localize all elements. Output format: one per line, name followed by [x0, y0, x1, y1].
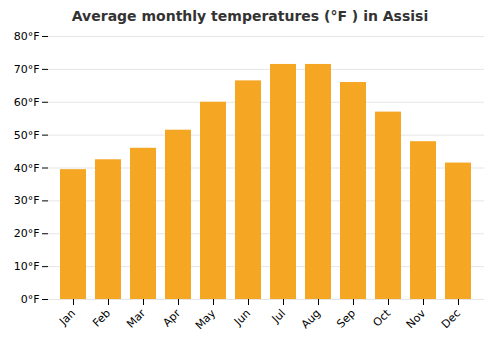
svg-text:Apr: Apr	[160, 306, 183, 329]
svg-text:10°F: 10°F	[14, 260, 40, 273]
svg-text:Oct: Oct	[370, 306, 393, 329]
svg-text:Jul: Jul	[269, 307, 288, 326]
svg-text:50°F: 50°F	[14, 129, 40, 142]
svg-text:Sep: Sep	[334, 307, 358, 331]
svg-text:Mar: Mar	[124, 306, 148, 330]
svg-text:May: May	[193, 306, 219, 332]
svg-text:40°F: 40°F	[14, 162, 40, 175]
svg-text:Feb: Feb	[90, 307, 113, 330]
svg-text:80°F: 80°F	[14, 30, 40, 43]
svg-text:20°F: 20°F	[14, 227, 40, 240]
svg-text:70°F: 70°F	[14, 63, 40, 76]
svg-text:Nov: Nov	[404, 306, 429, 331]
svg-text:60°F: 60°F	[14, 96, 40, 109]
svg-text:Aug: Aug	[299, 307, 323, 331]
svg-text:0°F: 0°F	[21, 293, 40, 306]
svg-text:Jan: Jan	[56, 307, 78, 329]
svg-text:30°F: 30°F	[14, 194, 40, 207]
svg-text:Dec: Dec	[439, 307, 463, 331]
svg-text:Jun: Jun	[231, 307, 253, 329]
html-text:Average monthly temperatures (: Average monthly temperatures (°F ) in As…	[71, 8, 429, 24]
